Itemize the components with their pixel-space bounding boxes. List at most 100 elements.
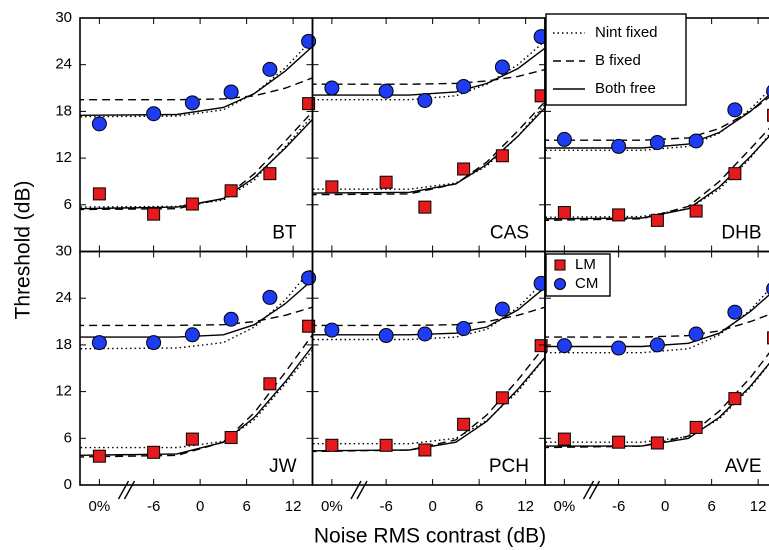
data-point <box>612 208 626 222</box>
data-point <box>689 204 703 218</box>
data-point <box>457 417 471 431</box>
data-point <box>688 133 704 149</box>
panel-label: DHB <box>721 223 761 244</box>
fit-line <box>80 110 313 211</box>
x-tick-label: -6 <box>147 498 160 515</box>
x-tick-label: 12 <box>517 498 534 515</box>
x-tick-label: 0 <box>196 498 204 515</box>
data-point <box>417 326 433 342</box>
data-point <box>185 197 199 211</box>
data-point <box>379 438 393 452</box>
data-point <box>91 116 107 132</box>
panel: 0 6 12 18 24 30 0% -6 0 6 12 JW <box>55 242 317 515</box>
fit-line <box>312 286 545 336</box>
x-tick-label: -6 <box>612 498 625 515</box>
data-point <box>494 301 510 317</box>
data-point <box>417 93 433 109</box>
data-point <box>557 206 571 220</box>
axis-break <box>356 480 368 500</box>
y-tick-label: 30 <box>55 242 72 259</box>
panel-label: JW <box>269 456 297 477</box>
data-point <box>184 327 200 343</box>
fit-lines <box>80 38 313 211</box>
data-point <box>324 322 340 338</box>
legend-marker <box>554 278 566 290</box>
panel-frame <box>544 250 769 486</box>
data-point <box>534 339 548 353</box>
data-point <box>224 184 238 198</box>
axis-break <box>117 480 130 500</box>
legend-label: LM <box>575 256 596 273</box>
x-tick-label: 6 <box>242 498 250 515</box>
data-point <box>184 95 200 111</box>
data-point <box>556 338 572 354</box>
data-point <box>301 270 317 286</box>
legend-label: B fixed <box>595 52 641 69</box>
line-legend: Nint fixed B fixed Both free <box>545 13 687 106</box>
panel-frame <box>311 17 546 253</box>
data-point <box>185 432 199 446</box>
data-point <box>456 321 472 337</box>
data-point <box>223 311 239 327</box>
data-point <box>378 83 394 99</box>
panel: 0% -6 0 6 12 AVE <box>544 250 769 515</box>
data-point <box>689 420 703 434</box>
data-point <box>650 436 664 450</box>
legend-label: CM <box>575 275 598 292</box>
y-tick-label: 0 <box>64 476 72 493</box>
data-point <box>611 340 627 356</box>
x-axis-label: Noise RMS contrast (dB) <box>314 525 546 548</box>
panel-label: BT <box>272 223 297 244</box>
data-point <box>457 162 471 176</box>
data-point <box>495 149 509 163</box>
data-point <box>325 438 339 452</box>
panel-label: CAS <box>490 223 529 244</box>
fit-line <box>312 39 545 101</box>
fit-line <box>80 118 313 210</box>
data-point <box>92 187 106 201</box>
data-point <box>224 431 238 445</box>
fit-line <box>80 306 313 327</box>
data-point <box>728 167 742 181</box>
fit-line <box>80 38 313 118</box>
panel-label: PCH <box>489 456 529 477</box>
legend-marker <box>554 259 566 271</box>
data-point <box>495 391 509 405</box>
data-point <box>302 97 316 111</box>
fit-line <box>312 356 545 445</box>
fit-line <box>312 279 545 341</box>
data-point <box>262 289 278 305</box>
y-tick-label: 18 <box>55 336 72 353</box>
data-point <box>728 392 742 406</box>
legend-box <box>545 13 687 106</box>
panel: 6 12 18 24 30 BT <box>55 9 317 253</box>
data-point <box>650 213 664 227</box>
legend-label: Both free <box>595 80 656 97</box>
fit-lines <box>312 279 545 453</box>
fit-line <box>312 344 545 453</box>
data-point <box>301 33 317 49</box>
y-axis-label: Threshold (dB) <box>12 181 35 320</box>
axis-break <box>588 480 601 500</box>
data-point <box>146 335 162 351</box>
data-point <box>378 328 394 344</box>
y-tick-label: 18 <box>55 102 72 119</box>
fit-line <box>312 306 545 327</box>
data-point <box>649 135 665 151</box>
axis-break <box>123 480 136 500</box>
data-point <box>556 131 572 147</box>
data-point <box>611 138 627 154</box>
x-tick-label: -6 <box>379 498 392 515</box>
data-point <box>418 443 432 457</box>
panel-frame <box>79 17 314 253</box>
panel: 0% -6 0 6 12 PCH <box>311 250 549 515</box>
axis-break <box>350 480 362 500</box>
marker-legend: LM CM <box>545 253 611 297</box>
y-tick-label: 30 <box>55 9 72 26</box>
data-point <box>325 180 339 194</box>
y-tick-label: 24 <box>55 289 72 306</box>
fit-line <box>80 278 313 338</box>
data-point <box>494 59 510 75</box>
data-point <box>766 85 769 98</box>
